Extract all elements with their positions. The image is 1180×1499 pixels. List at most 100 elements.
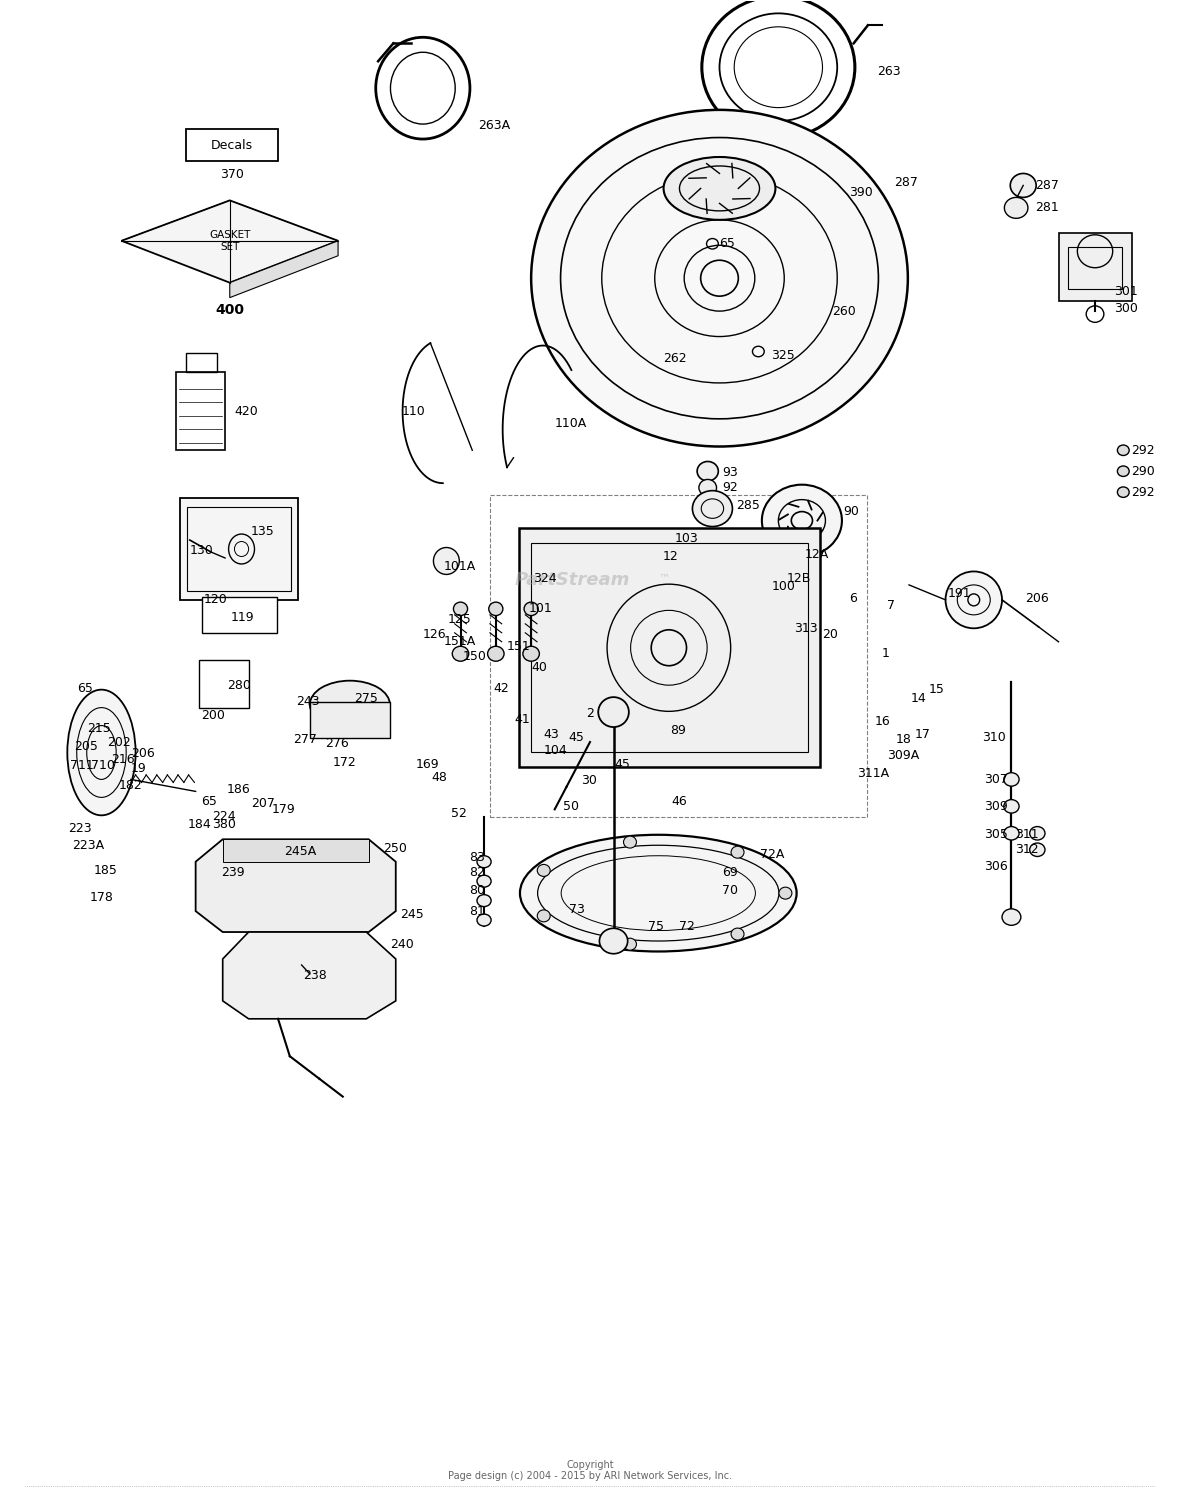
Ellipse shape [1004,772,1020,785]
Text: 151: 151 [506,640,530,652]
Text: 15: 15 [929,684,945,696]
Text: 65: 65 [202,796,217,808]
Ellipse shape [693,490,733,526]
Text: 191: 191 [948,588,971,601]
Text: 80: 80 [468,883,485,896]
Ellipse shape [1030,842,1045,856]
Ellipse shape [487,646,504,661]
Text: 276: 276 [326,738,349,750]
Ellipse shape [520,835,796,952]
Text: 103: 103 [675,532,699,546]
Text: 82: 82 [468,866,485,878]
Text: 120: 120 [204,594,228,607]
Ellipse shape [310,681,389,729]
Text: 179: 179 [273,803,296,815]
Text: 14: 14 [910,693,926,705]
Bar [1068,247,1122,289]
Text: 125: 125 [447,613,471,625]
Text: 52: 52 [451,808,467,820]
Text: 81: 81 [468,904,485,917]
Text: 263A: 263A [478,118,510,132]
Text: 239: 239 [222,866,245,878]
Ellipse shape [623,938,636,950]
Text: Copyright
Page design (c) 2004 - 2015 by ARI Network Services, Inc.: Copyright Page design (c) 2004 - 2015 by… [448,1460,732,1481]
Text: 277: 277 [294,733,317,745]
Bar [490,495,866,817]
Text: Decals: Decals [211,138,254,151]
Text: 313: 313 [794,622,818,634]
Text: 182: 182 [119,779,143,791]
Ellipse shape [623,836,636,848]
Ellipse shape [375,37,470,139]
Ellipse shape [453,603,467,616]
Text: 307: 307 [984,773,1008,785]
Text: 184: 184 [188,818,211,830]
Ellipse shape [477,895,491,907]
Text: 93: 93 [722,466,738,480]
Text: 238: 238 [303,968,327,982]
Ellipse shape [697,462,719,481]
Text: 72: 72 [680,919,695,932]
Text: 292: 292 [1132,444,1155,457]
Ellipse shape [537,865,550,877]
Ellipse shape [1004,799,1020,812]
Ellipse shape [1010,174,1036,198]
Text: 40: 40 [531,661,548,673]
Text: 207: 207 [251,797,275,809]
Bar [202,597,277,633]
Ellipse shape [531,109,907,447]
Text: 110: 110 [401,405,426,418]
Text: 83: 83 [468,851,485,863]
Text: 70: 70 [722,883,738,896]
Text: 73: 73 [569,902,584,916]
Text: 312: 312 [1015,844,1038,856]
Ellipse shape [477,856,491,868]
Text: 245A: 245A [284,845,316,857]
Text: 305: 305 [984,829,1008,841]
Bar [519,528,820,767]
Text: 65: 65 [720,237,735,250]
Text: 6: 6 [848,592,857,606]
Text: 205: 205 [74,741,98,752]
Polygon shape [223,932,395,1019]
Text: 223A: 223A [72,839,104,851]
Ellipse shape [732,928,745,940]
Text: 45: 45 [615,758,630,770]
Text: 186: 186 [227,784,250,796]
Bar [223,839,368,862]
Ellipse shape [1004,826,1020,839]
Text: 130: 130 [190,544,214,558]
Ellipse shape [599,928,628,953]
Text: 12A: 12A [805,549,828,562]
Ellipse shape [699,480,716,496]
Text: 216: 216 [111,754,135,766]
Text: 101: 101 [529,603,552,616]
Text: 172: 172 [333,757,356,769]
Text: 178: 178 [90,890,113,904]
Text: 30: 30 [581,775,596,787]
Text: 46: 46 [671,796,687,808]
Text: 711: 711 [70,760,93,772]
Text: 48: 48 [431,772,447,784]
Text: 380: 380 [212,818,236,830]
Text: 370: 370 [221,168,244,181]
Text: 69: 69 [722,866,738,878]
Text: 260: 260 [833,304,857,318]
Text: 300: 300 [1114,301,1138,315]
Ellipse shape [945,571,1002,628]
Text: 169: 169 [415,758,439,770]
Text: 150: 150 [463,651,486,663]
Text: 200: 200 [202,709,225,721]
Text: 20: 20 [822,628,838,640]
Text: 42: 42 [493,682,510,694]
Text: 285: 285 [736,499,760,513]
Ellipse shape [524,603,538,616]
Text: 19: 19 [131,763,146,775]
FancyBboxPatch shape [186,129,278,162]
Text: 311: 311 [1015,829,1038,841]
Text: 240: 240 [389,937,414,950]
Text: 89: 89 [670,724,686,736]
Text: 301: 301 [1114,285,1138,298]
Text: 135: 135 [251,525,275,538]
Polygon shape [196,839,395,932]
